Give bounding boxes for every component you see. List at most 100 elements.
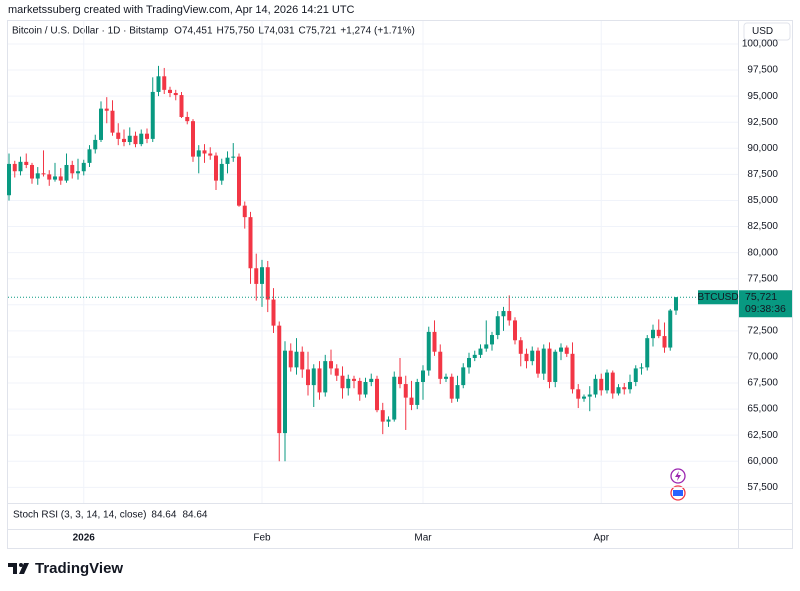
candle-body xyxy=(277,325,282,434)
candle-body xyxy=(225,157,230,164)
candle-body xyxy=(547,348,552,382)
candle-body xyxy=(231,156,236,158)
candle-body xyxy=(139,133,144,145)
candle-body xyxy=(449,376,454,399)
candle-body xyxy=(116,132,121,139)
credit: marketssuberg created with TradingView.c… xyxy=(8,4,355,16)
candle-body xyxy=(70,164,75,174)
candle-body xyxy=(127,135,132,143)
candle-body xyxy=(340,375,345,389)
candle-body xyxy=(237,156,241,206)
candle-body xyxy=(501,311,506,317)
candle-body xyxy=(518,340,523,354)
candle-body xyxy=(352,378,356,381)
candle-body xyxy=(490,335,494,345)
candle-body xyxy=(587,394,592,397)
candle-body xyxy=(599,378,604,391)
candle-body xyxy=(651,329,655,339)
candle-body xyxy=(99,108,103,140)
candle-body xyxy=(415,381,420,405)
currency-button[interactable] xyxy=(743,22,791,41)
currency-label[interactable]: USD xyxy=(752,26,773,37)
change-label: +1,274 (+1.71%) xyxy=(340,26,415,37)
candle-body xyxy=(472,354,477,358)
candle-body xyxy=(150,91,155,139)
footer-logo-icon xyxy=(8,563,29,574)
candle-body xyxy=(254,268,259,284)
candle-body xyxy=(363,381,368,395)
candle-body xyxy=(668,310,673,348)
candle-body xyxy=(173,92,178,96)
side-icons[interactable] xyxy=(670,468,686,501)
candle-body xyxy=(622,387,627,390)
candle-body xyxy=(628,381,632,390)
candle-body xyxy=(87,149,92,163)
indicator-title: Stoch RSI (3, 3, 14, 14, close) xyxy=(13,510,146,521)
candle-body xyxy=(260,267,264,284)
candle-body xyxy=(633,368,638,382)
chart-frame xyxy=(7,20,793,549)
candle-body xyxy=(35,173,40,179)
candle-body xyxy=(168,89,172,93)
y-tick-label: 77,500 xyxy=(747,273,778,284)
y-tick-label: 87,500 xyxy=(747,169,778,180)
candle-body xyxy=(467,357,471,368)
candle-body xyxy=(18,161,23,172)
candle-body xyxy=(196,150,201,157)
candle-body xyxy=(104,108,109,111)
candle-body xyxy=(265,267,270,300)
candle-body xyxy=(530,350,535,362)
candle-body xyxy=(288,350,293,368)
ohlc-value: 74,031 xyxy=(264,26,295,37)
candle-body xyxy=(369,378,374,382)
candle-body xyxy=(76,171,80,174)
candle-body xyxy=(47,174,52,180)
candle-body xyxy=(513,320,517,341)
candle-body xyxy=(438,351,443,379)
ohlc-prefix: H xyxy=(217,26,224,37)
candle-body xyxy=(329,361,333,369)
candle-body xyxy=(58,176,63,181)
candle-body xyxy=(582,396,586,399)
symbol-tag xyxy=(698,290,738,305)
candle-body xyxy=(398,376,402,385)
x-tick-label: Mar xyxy=(414,533,432,544)
candle-body xyxy=(409,397,414,405)
candle-body xyxy=(7,163,11,196)
footer-logo: TradingView xyxy=(35,560,123,577)
candle-body xyxy=(300,351,305,370)
candle-body xyxy=(202,150,207,154)
candle-body xyxy=(179,95,184,117)
candle-body xyxy=(536,350,540,374)
candle-body xyxy=(375,378,379,411)
candle-body xyxy=(559,347,563,352)
y-tick-label: 92,500 xyxy=(747,117,778,128)
candle-body xyxy=(662,336,667,348)
candle-body xyxy=(334,368,339,376)
ohlc-prefix: L xyxy=(258,26,264,37)
candles xyxy=(7,65,678,462)
candle-body xyxy=(403,384,408,398)
candle-body xyxy=(12,163,17,172)
candle-body xyxy=(156,76,161,92)
candle-body xyxy=(392,376,397,420)
candle-body xyxy=(616,387,621,394)
candle-body xyxy=(294,351,299,368)
y-tick-label: 62,500 xyxy=(747,430,778,441)
candle-body xyxy=(93,139,98,150)
candle-body xyxy=(639,367,644,369)
y-tick-label: 85,000 xyxy=(747,195,778,206)
candle-body xyxy=(386,419,391,422)
candle-body xyxy=(357,380,362,395)
candle-body xyxy=(323,361,328,393)
candle-body xyxy=(346,378,351,389)
candle-body xyxy=(380,410,385,422)
y-tick-label: 65,000 xyxy=(747,404,778,415)
candle-body xyxy=(564,347,569,354)
candle-body xyxy=(484,344,489,349)
candle-body xyxy=(570,353,575,390)
candle-body xyxy=(495,316,500,336)
candle-body xyxy=(162,76,167,90)
x-tick-label: Feb xyxy=(253,533,271,544)
